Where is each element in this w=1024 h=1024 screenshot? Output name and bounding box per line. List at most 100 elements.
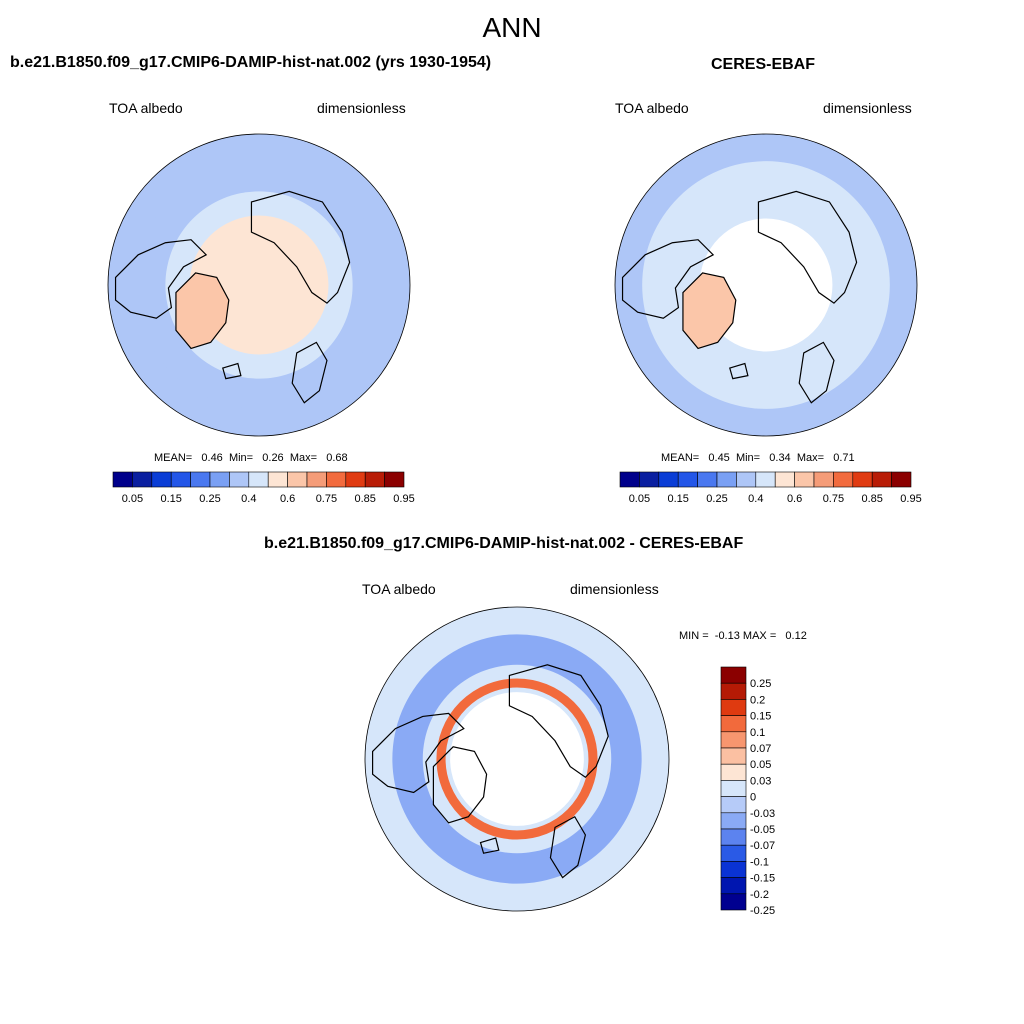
- map-panel-1: [107, 133, 411, 437]
- colorbar-tick-label: 0.15: [750, 711, 771, 723]
- colorbar-tick-label: -0.2: [750, 889, 769, 901]
- greenland-field: [175, 272, 229, 349]
- greenland-coastline: [432, 746, 488, 824]
- colorbar-tick-label: -0.07: [750, 840, 775, 852]
- colorbar-tick-label: 0.75: [316, 493, 337, 505]
- colorbar-swatch: [132, 471, 153, 488]
- colorbar-swatch: [720, 666, 747, 684]
- colorbar-swatch: [720, 780, 747, 797]
- panel2-variable-label: TOA albedo: [615, 100, 689, 116]
- colorbar-swatch: [677, 471, 698, 488]
- missing-data-region: [450, 692, 584, 826]
- colorbar-swatch: [306, 471, 327, 488]
- colorbar-swatch: [755, 471, 776, 488]
- panel1-units-label: dimensionless: [317, 100, 406, 116]
- panel1-variable-label: TOA albedo: [109, 100, 183, 116]
- colorbar-swatch: [720, 682, 747, 700]
- map-field: [615, 134, 917, 436]
- colorbar-swatch: [720, 861, 747, 878]
- colorbar-tick-label: 0.05: [750, 759, 771, 771]
- siberia-coastline: [508, 664, 609, 779]
- colorbar-tick-label: 0.15: [160, 493, 181, 505]
- scandinavia-coastline: [549, 815, 587, 879]
- colorbar-tick-label: 0.05: [629, 493, 650, 505]
- colorbar-swatch: [229, 471, 250, 488]
- panel2-max-label: Max=: [796, 452, 825, 464]
- panel1-mean-label: MEAN=: [154, 452, 193, 464]
- colorbar-tick-label: 0.2: [750, 694, 765, 706]
- colorbar-tick-label: 0.25: [706, 493, 727, 505]
- colorbar-swatch: [720, 699, 747, 716]
- colorbar-tick-label: 0: [750, 792, 756, 804]
- colorbar-swatch: [720, 715, 747, 733]
- colorbar-swatch: [720, 893, 747, 911]
- panel1-stats: MEAN= 0.46 Min= 0.26 Max= 0.68: [154, 452, 348, 464]
- iceland-coastline: [729, 362, 749, 380]
- colorbar-swatch: [151, 471, 172, 488]
- colorbar-tick-label: 0.85: [354, 493, 375, 505]
- colorbar-swatch: [720, 731, 747, 749]
- panel3-title: b.e21.B1850.f09_g17.CMIP6-DAMIP-hist-nat…: [264, 535, 744, 552]
- colorbar-swatch: [248, 471, 269, 488]
- colorbar-panel-2: 0.05 0.15 0.25 0.4 0.6 0.75 0.85 0.95: [619, 471, 922, 505]
- colorbar-tick-label: 0.6: [787, 493, 802, 505]
- colorbar-tick-label: 0.4: [748, 493, 763, 505]
- colorbar-swatch: [813, 471, 834, 488]
- colorbar-swatch: [345, 471, 366, 488]
- siberia-coastline: [757, 190, 858, 304]
- panel2-max-value: 0.71: [833, 452, 855, 464]
- panel1-max-label: Max=: [289, 452, 318, 464]
- colorbar-swatch: [720, 844, 747, 862]
- greenland-coastline: [175, 272, 230, 350]
- panel2-units-label: dimensionless: [823, 100, 912, 116]
- colorbar-swatch: [658, 471, 679, 488]
- colorbar-panel-1: 0.05 0.15 0.25 0.4 0.6 0.75 0.85 0.95: [112, 471, 415, 505]
- panel1-max-value: 0.68: [326, 452, 348, 464]
- colorbar-swatch: [326, 471, 347, 488]
- canada-coastline: [371, 712, 465, 794]
- colorbar-tick-label: 0.05: [122, 493, 143, 505]
- panel3-max-value: 0.12: [785, 630, 807, 642]
- panel1-title: b.e21.B1850.f09_g17.CMIP6-DAMIP-hist-nat…: [10, 54, 492, 71]
- colorbar-tick-label: 0.07: [750, 743, 771, 755]
- map-boundary: [107, 133, 411, 437]
- colorbar-tick-label: -0.03: [750, 808, 775, 820]
- colorbar-swatch: [720, 828, 747, 846]
- colorbar-tick-label: 0.4: [241, 493, 256, 505]
- panel2-min-label: Min=: [735, 452, 761, 464]
- colorbar-swatch: [619, 471, 640, 488]
- colorbar-swatch: [852, 471, 873, 488]
- panel2-title: CERES-EBAF: [711, 56, 816, 73]
- iceland-coastline: [222, 362, 242, 380]
- colorbar-tick-label: 0.75: [823, 493, 844, 505]
- panel3-stats: MIN = -0.13 MAX = 0.12: [679, 630, 807, 642]
- colorbar-tick-label: 0.95: [900, 493, 921, 505]
- canada-coastline: [621, 239, 715, 319]
- colorbar-tick-label: 0.1: [750, 727, 765, 739]
- colorbar-swatch: [720, 877, 747, 895]
- panel3-variable-label: TOA albedo: [362, 581, 436, 597]
- colorbar-tick-label: -0.05: [750, 824, 775, 836]
- colorbar-tick-label: -0.25: [750, 905, 775, 917]
- colorbar-swatch: [716, 471, 737, 488]
- colorbar-tick-label: 0.15: [667, 493, 688, 505]
- colorbar-swatch: [774, 471, 795, 488]
- colorbar-tick-label: 0.6: [280, 493, 295, 505]
- panel3-min-value: -0.13: [714, 630, 740, 642]
- panel1-min-value: 0.26: [262, 452, 284, 464]
- panel2-mean-label: MEAN=: [661, 452, 700, 464]
- panel2-stats: MEAN= 0.45 Min= 0.34 Max= 0.71: [661, 452, 855, 464]
- map-panel-2: [614, 133, 918, 437]
- colorbar-swatch: [190, 471, 211, 488]
- colorbar-swatch: [720, 747, 747, 765]
- canada-coastline: [114, 239, 208, 319]
- colorbar-swatch: [720, 812, 747, 830]
- colorbar-tick-label: 0.85: [861, 493, 882, 505]
- colorbar-swatch: [267, 471, 288, 488]
- colorbar-swatch: [112, 471, 133, 488]
- colorbar-panel-3: 0.25 0.2 0.15 0.1 0.07 0.05 0.03 0 -0.03 -0.05 -0.…: [720, 666, 775, 917]
- colorbar-swatch: [209, 471, 230, 488]
- panel2-min-value: 0.34: [769, 452, 791, 464]
- colorbar-tick-label: 0.25: [199, 493, 220, 505]
- colorbar-swatch: [871, 471, 892, 488]
